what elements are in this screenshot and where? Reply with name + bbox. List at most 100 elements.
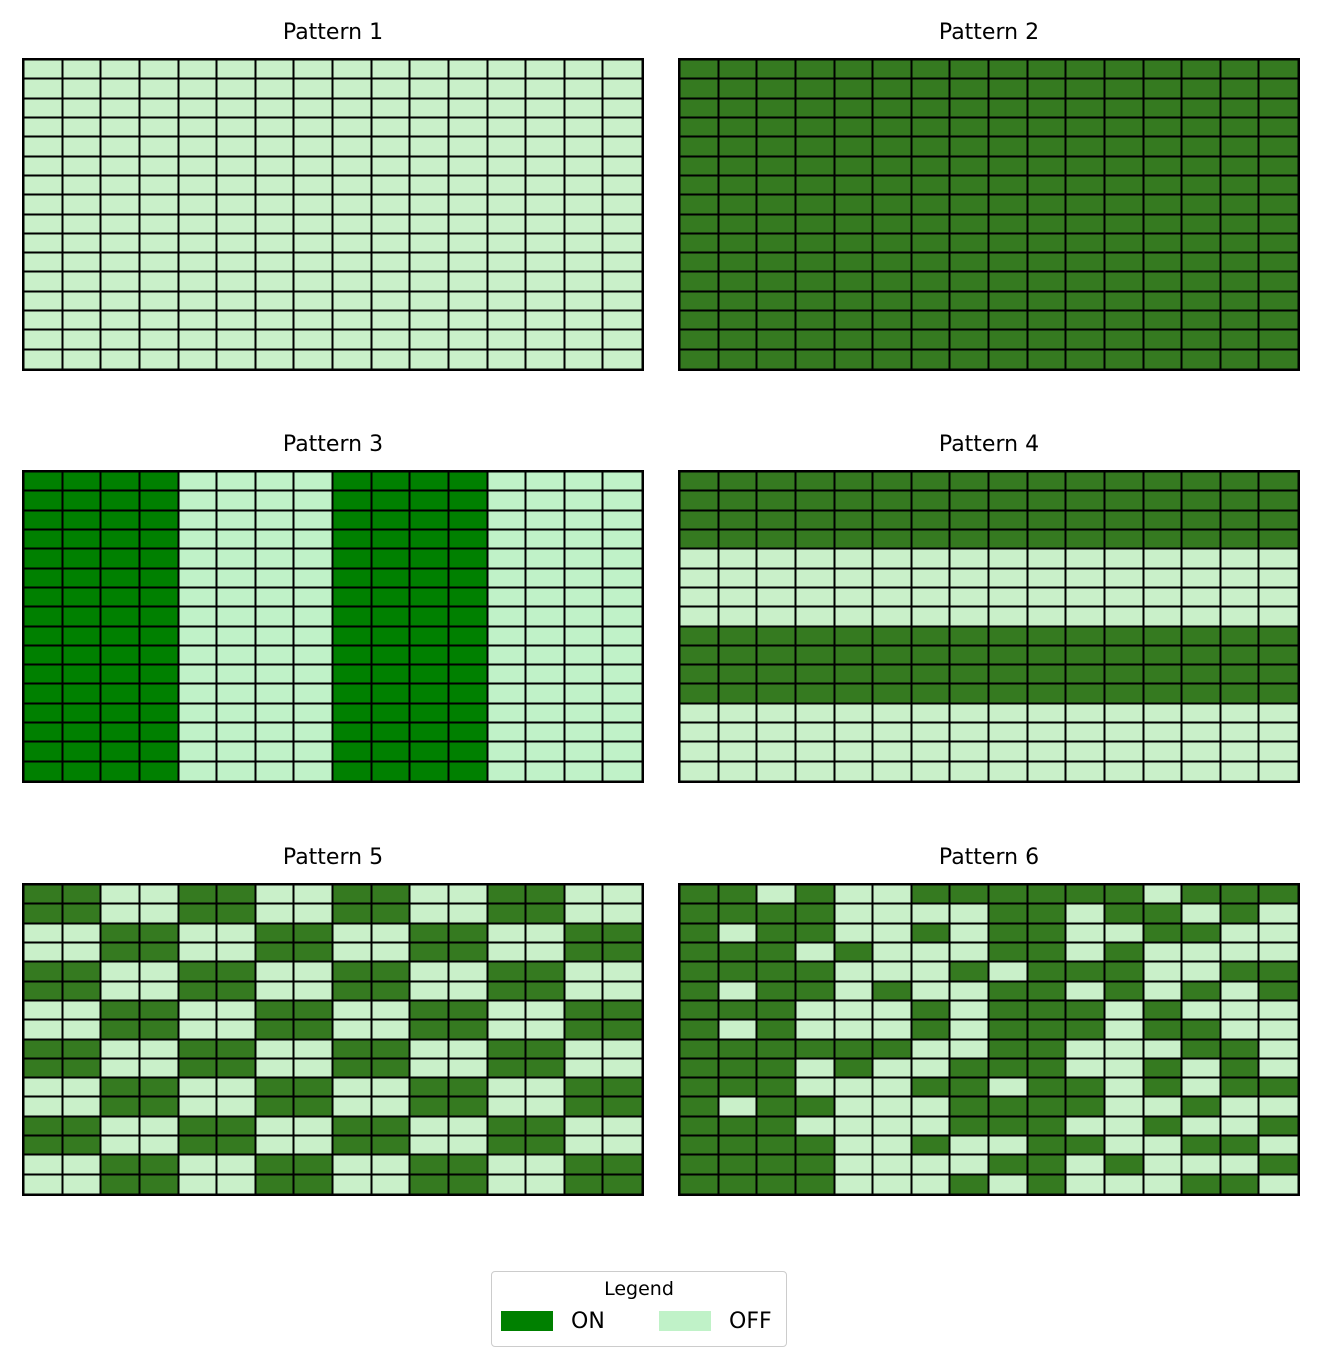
cell-on <box>989 942 1028 963</box>
cell-off <box>178 645 218 666</box>
cell-on <box>101 510 140 530</box>
cell-off <box>255 684 295 704</box>
cell-on <box>1104 79 1144 99</box>
cell-off <box>603 761 642 781</box>
cell-on <box>24 510 63 530</box>
cell-off <box>487 703 527 724</box>
cell-off <box>24 1000 63 1021</box>
cell-on <box>1259 981 1298 1001</box>
cell-off <box>217 79 256 99</box>
cell-on <box>101 665 140 685</box>
cell-off <box>1066 981 1105 1001</box>
cell-off <box>487 665 527 685</box>
cell-off <box>24 1078 63 1098</box>
cell-on <box>989 311 1028 331</box>
cell-off <box>24 272 63 292</box>
pattern-grid <box>22 58 644 371</box>
cell-on <box>371 472 411 492</box>
cell-on <box>834 349 874 369</box>
cell-off <box>564 761 604 781</box>
cell-off <box>178 195 218 215</box>
cell-on <box>1220 684 1260 704</box>
cell-on <box>101 626 140 646</box>
cell-off <box>101 117 140 138</box>
cell-on <box>371 607 411 627</box>
cell-on <box>1066 1020 1105 1040</box>
cell-on <box>101 549 140 569</box>
cell-off <box>62 156 102 176</box>
cell-off <box>410 311 449 331</box>
cell-off <box>294 723 333 743</box>
cell-on <box>410 568 449 588</box>
cell-off <box>294 214 333 234</box>
cell-off <box>294 1136 333 1156</box>
cell-off <box>487 587 527 608</box>
cell-off <box>795 742 835 762</box>
cell-off <box>1066 761 1105 781</box>
cell-on <box>989 981 1028 1001</box>
cell-on <box>680 510 719 530</box>
cell-off <box>526 175 565 196</box>
cell-off <box>487 510 527 530</box>
cell-on <box>333 607 372 627</box>
cell-off <box>603 645 642 666</box>
cell-on <box>1027 98 1067 118</box>
cell-on <box>718 349 758 369</box>
cell-off <box>333 156 372 176</box>
cell-on <box>1066 117 1105 138</box>
cell-off <box>989 1174 1028 1194</box>
cell-on <box>795 472 835 492</box>
cell-off <box>1220 942 1260 963</box>
cell-on <box>873 137 912 157</box>
cell-on <box>718 253 758 273</box>
cell-on <box>1220 60 1260 80</box>
cell-on <box>1182 1174 1221 1194</box>
cell-off <box>564 607 604 627</box>
cell-off <box>526 645 565 666</box>
cell-off <box>294 253 333 273</box>
panel-title: Pattern 3 <box>282 432 384 457</box>
cell-on <box>1220 510 1260 530</box>
cell-on <box>834 195 874 215</box>
cell-off <box>217 684 256 704</box>
cell-off <box>603 272 642 292</box>
cell-on <box>950 665 989 685</box>
cell-on <box>139 587 179 608</box>
cell-on <box>24 1116 63 1137</box>
cell-on <box>1027 253 1067 273</box>
cell-off <box>564 723 604 743</box>
cell-off <box>1182 703 1221 724</box>
cell-on <box>757 330 796 350</box>
cell-off <box>1259 1039 1298 1059</box>
cell-on <box>1259 491 1298 511</box>
cell-on <box>371 1136 411 1156</box>
cell-on <box>1104 885 1144 905</box>
cell-off <box>487 60 527 80</box>
cell-off <box>564 626 604 646</box>
cell-on <box>178 1058 218 1079</box>
cell-on <box>989 98 1028 118</box>
cell-on <box>1259 330 1298 350</box>
cell-off <box>448 156 488 176</box>
cell-off <box>1104 607 1144 627</box>
cell-on <box>255 1020 295 1040</box>
cell-off <box>371 156 411 176</box>
cell-on <box>62 684 102 704</box>
cell-off <box>950 1020 989 1040</box>
cell-off <box>873 923 912 943</box>
cell-off <box>526 117 565 138</box>
cell-off <box>873 1058 912 1079</box>
cell-on <box>1104 214 1144 234</box>
cell-off <box>333 1000 372 1021</box>
cell-off <box>24 175 63 196</box>
cell-off <box>680 587 719 608</box>
cell-off <box>333 1174 372 1194</box>
cell-off <box>1259 1097 1298 1117</box>
cell-off <box>1143 587 1183 608</box>
cell-off <box>603 79 642 99</box>
cell-on <box>718 156 758 176</box>
cell-on <box>757 1155 796 1175</box>
cell-on <box>757 1000 796 1021</box>
cell-on <box>718 272 758 292</box>
cell-off <box>911 1058 951 1079</box>
